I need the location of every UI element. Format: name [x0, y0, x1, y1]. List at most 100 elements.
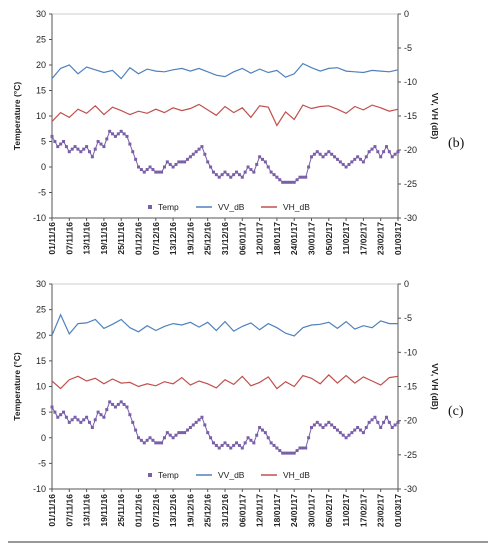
data-point-Temp	[246, 165, 250, 169]
data-point-Temp	[278, 178, 282, 182]
data-point-Temp	[344, 165, 348, 169]
data-point-Temp	[229, 446, 233, 450]
data-point-Temp	[258, 426, 262, 429]
data-point-Temp	[281, 451, 285, 455]
data-point-Temp	[321, 426, 325, 429]
data-point-Temp	[266, 436, 270, 440]
data-point-Temp	[154, 441, 158, 445]
data-point-Temp	[284, 180, 288, 184]
data-point-Temp	[62, 140, 66, 143]
data-point-Temp	[353, 428, 357, 432]
data-point-Temp	[151, 168, 155, 172]
y-tick-left-label: -5	[38, 188, 46, 198]
data-point-Temp	[249, 438, 253, 442]
x-tick-label: 05/02/17	[324, 222, 334, 255]
data-point-Temp	[246, 436, 250, 440]
data-point-Temp	[180, 160, 184, 164]
data-point-Temp	[186, 157, 190, 161]
y-tick-right-label: -5	[404, 43, 412, 53]
data-point-Temp	[330, 152, 334, 156]
data-point-Temp	[252, 170, 256, 174]
y-tick-right-label: -25	[404, 179, 417, 189]
data-point-Temp	[203, 152, 207, 156]
data-point-Temp	[269, 441, 273, 445]
data-point-Temp	[67, 420, 71, 424]
data-point-Temp	[382, 150, 386, 154]
data-point-Temp	[145, 168, 149, 172]
data-point-Temp	[269, 170, 273, 174]
legend: Temp VV_dB VH_dB	[148, 470, 310, 480]
y-tick-right-label: -15	[404, 382, 417, 392]
data-point-Temp	[99, 142, 103, 146]
y-tick-right-label: 0	[404, 9, 409, 19]
data-point-Temp	[353, 157, 357, 161]
x-tick-label: 05/02/17	[324, 494, 334, 527]
data-point-Temp	[217, 175, 221, 179]
data-point-Temp	[183, 431, 187, 435]
data-point-Temp	[125, 405, 129, 409]
data-point-Temp	[382, 420, 386, 424]
data-point-Temp	[318, 423, 322, 427]
x-tick-label: 23/02/17	[376, 494, 386, 527]
y-axis-left-title: Temperature (°C)	[12, 82, 22, 151]
x-tick-label: 01/03/17	[393, 494, 403, 527]
data-point-Temp	[286, 451, 290, 455]
y-tick-left-label: 10	[36, 382, 46, 392]
data-point-Temp	[188, 155, 192, 159]
data-point-Temp	[59, 413, 63, 417]
x-tick-label: 17/02/17	[358, 222, 368, 255]
x-tick-label: 07/12/16	[151, 222, 161, 255]
y-tick-left-label: -5	[38, 458, 46, 468]
data-point-Temp	[108, 129, 112, 133]
legend-label-Temp: Temp	[158, 470, 179, 480]
data-point-Temp	[122, 402, 126, 406]
data-point-Temp	[85, 145, 89, 149]
x-tick-label: 18/01/17	[272, 222, 282, 255]
data-point-Temp	[102, 415, 106, 419]
data-point-Temp	[113, 405, 117, 409]
series-line-Temp	[51, 401, 399, 454]
data-point-Temp	[211, 441, 215, 445]
y-tick-left-label: 0	[41, 433, 46, 443]
x-tick-label: 19/11/16	[99, 494, 109, 527]
series-VV_dB	[51, 313, 398, 337]
legend-label-VH_dB: VH_dB	[283, 470, 310, 480]
data-point-Temp	[142, 441, 146, 445]
y-tick-left-label: 15	[36, 86, 46, 96]
data-point-Temp	[82, 418, 86, 422]
data-point-Temp	[197, 418, 201, 422]
data-point-Temp	[393, 152, 397, 156]
x-tick-label: 19/11/16	[99, 222, 109, 255]
x-tick-label: 18/01/17	[272, 494, 282, 527]
data-point-Temp	[263, 431, 267, 435]
data-point-Temp	[191, 152, 195, 156]
series-Temp	[50, 129, 400, 184]
x-tick-label: 25/12/16	[203, 494, 213, 527]
data-point-Temp	[119, 129, 123, 133]
data-point-Temp	[333, 155, 337, 159]
y-tick-left-label: -10	[33, 484, 46, 494]
data-point-Temp	[275, 175, 279, 179]
data-point-Temp	[76, 147, 80, 151]
data-point-Temp	[214, 173, 218, 177]
x-tick-label: 12/01/17	[255, 222, 265, 255]
y-tick-left-label: 5	[41, 407, 46, 417]
data-point-Temp	[350, 160, 354, 164]
data-point-Temp	[165, 160, 169, 164]
data-point-Temp	[171, 436, 175, 440]
data-point-Temp	[243, 170, 247, 174]
data-point-Temp	[226, 443, 230, 447]
x-tick-label: 11/02/17	[341, 494, 351, 527]
data-point-Temp	[324, 423, 328, 427]
legend-label-Temp: Temp	[158, 202, 179, 212]
x-tick-label: 01/12/16	[134, 494, 144, 527]
data-point-Temp	[321, 155, 325, 159]
data-point-Temp	[87, 420, 91, 424]
data-point-Temp	[174, 433, 178, 437]
data-point-Temp	[324, 152, 328, 156]
y-tick-left-label: 15	[36, 356, 46, 366]
y-tick-left-label: 10	[36, 111, 46, 121]
chart-panel-b: -10 -5 0 5 10 15 20 25 30 -30 -25 -20 -15 -10 -5 0 01/11…	[12, 9, 465, 255]
series-line-VH_dB	[51, 103, 399, 127]
data-point-Temp	[310, 426, 313, 429]
